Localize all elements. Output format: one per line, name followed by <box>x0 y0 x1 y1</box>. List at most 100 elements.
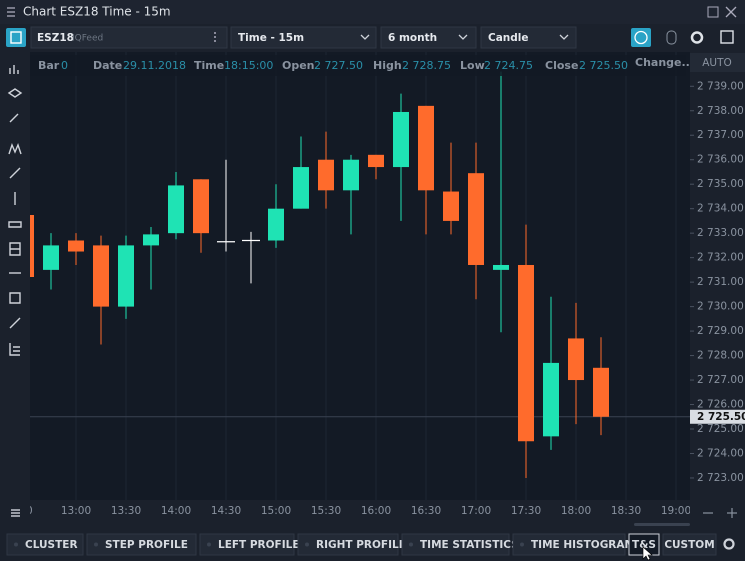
candle-body <box>518 264 534 442</box>
zoom-buttons[interactable] <box>703 508 737 518</box>
tab-dot <box>520 542 524 547</box>
candle-body <box>368 154 384 168</box>
tab[interactable] <box>512 533 626 556</box>
info-label: Low <box>460 59 485 72</box>
side-panel-button[interactable] <box>720 30 734 44</box>
info-label: Close <box>545 59 578 72</box>
candle-body <box>568 338 584 381</box>
info-value: 18:15:00 <box>224 59 273 72</box>
panel-icon <box>10 31 22 44</box>
y-tick-label: 2 733.00 <box>697 227 744 239</box>
tab[interactable] <box>86 533 197 556</box>
auto-button: AUTO <box>702 57 732 69</box>
x-tick-label: 15:00 <box>261 505 291 517</box>
tab[interactable] <box>662 533 717 556</box>
x-tick-label: 18:30 <box>611 505 641 517</box>
info-value: 2 728.75 <box>402 59 451 72</box>
tab-label: RIGHT PROFILE <box>316 539 406 551</box>
last-price-box <box>690 409 745 424</box>
candle-body <box>443 191 459 221</box>
y-tick-label: 2 736.00 <box>697 154 744 166</box>
tab[interactable] <box>297 533 399 556</box>
period: 6 month <box>388 32 437 44</box>
menu-icon[interactable] <box>7 7 15 17</box>
y-tick-label: 2 732.00 <box>697 252 744 264</box>
scrollbar[interactable] <box>634 523 690 526</box>
tab-dot <box>409 542 413 547</box>
panel-toggle[interactable] <box>6 28 26 47</box>
volume-marker <box>30 215 34 277</box>
candle-body <box>593 367 609 417</box>
more-icon[interactable] <box>214 32 216 42</box>
tab[interactable] <box>401 533 510 556</box>
tab-label: TIME HISTOGRAM <box>531 539 635 551</box>
tab-label: T&S <box>632 539 656 551</box>
tool-button[interactable] <box>631 28 651 47</box>
info-value: 2 724.75 <box>484 59 533 72</box>
candle-body <box>468 173 484 265</box>
chart-style: Candle <box>488 32 529 44</box>
symbol-box[interactable] <box>30 26 228 49</box>
x-tick-label: 13:00 <box>61 505 91 517</box>
info-value: 0 <box>61 59 68 72</box>
tab-dot <box>94 542 98 547</box>
tab-label: CUSTOM <box>664 539 714 551</box>
info-label: High <box>373 59 402 72</box>
info-bar <box>30 55 686 76</box>
feed: IQFeed <box>72 34 103 44</box>
time-axis <box>30 500 690 530</box>
tool-icons[interactable] <box>7 65 23 356</box>
tool-icon <box>634 30 648 45</box>
candle-body <box>393 111 409 168</box>
mouse-button[interactable] <box>666 30 677 45</box>
x-tick-label: 16:00 <box>361 505 391 517</box>
candle-body <box>343 159 359 191</box>
y-tick-label: 2 727.00 <box>697 374 744 386</box>
info-value: 2 725.50 <box>579 59 628 72</box>
list-icon[interactable] <box>11 509 20 517</box>
y-tick-label: 2 735.00 <box>697 178 744 190</box>
x-tick-label: 19:00 <box>661 505 691 517</box>
auto-box[interactable] <box>690 53 745 72</box>
last-price-label: 2 725.50 <box>697 411 745 423</box>
period-dropdown[interactable] <box>380 26 477 49</box>
candle-body <box>543 362 559 437</box>
tab-settings[interactable] <box>723 538 735 550</box>
timeframe-dropdown[interactable] <box>230 26 377 49</box>
candle-body <box>193 179 209 234</box>
candle-body <box>68 240 84 252</box>
x-axis: 30 13:00 13:30 14:00 14:30 15:00 15:30 16:00 16:… <box>19 505 691 517</box>
tab[interactable] <box>199 533 295 556</box>
candles <box>43 71 609 478</box>
cursor <box>642 546 653 561</box>
maximize[interactable] <box>707 6 719 18</box>
y-tick-label: 2 734.00 <box>697 203 744 215</box>
style-dropdown[interactable] <box>480 26 577 49</box>
x-tick-label: 13:30 <box>111 505 141 517</box>
plot-area <box>30 52 690 500</box>
x-tick-label: 30 <box>19 505 32 517</box>
settings-button[interactable] <box>690 31 704 44</box>
y-tick-label: 2 730.00 <box>697 301 744 313</box>
y-axis: 2 723.00 2 724.00 2 725.00 2 726.00 2 727.00… <box>690 80 745 484</box>
drawing-tools <box>0 51 30 531</box>
candle-body <box>293 167 309 209</box>
x-tick-label: 16:30 <box>411 505 441 517</box>
y-tick-label: 2 739.00 <box>697 80 744 92</box>
timeframe: Time - 15m <box>238 32 304 44</box>
tab-label: TIME STATISTICS <box>420 539 519 551</box>
tab[interactable] <box>6 533 84 556</box>
y-tick-label: 2 723.00 <box>697 472 744 484</box>
tab-dot <box>207 542 211 547</box>
candle-body <box>143 234 159 246</box>
x-tick-label: 14:00 <box>161 505 191 517</box>
change-button[interactable]: Change... <box>635 56 694 69</box>
x-tick-label: 14:30 <box>211 505 241 517</box>
info-value: 29.11.2018 <box>123 59 186 72</box>
close[interactable] <box>725 6 737 18</box>
candle-body <box>118 245 134 307</box>
y-tick-label: 2 724.00 <box>697 447 744 459</box>
info-value: 2 727.50 <box>314 59 363 72</box>
tabs: CLUSTER STEP PROFILE LEFT PROFILE RIGHT PRO… <box>6 533 717 556</box>
